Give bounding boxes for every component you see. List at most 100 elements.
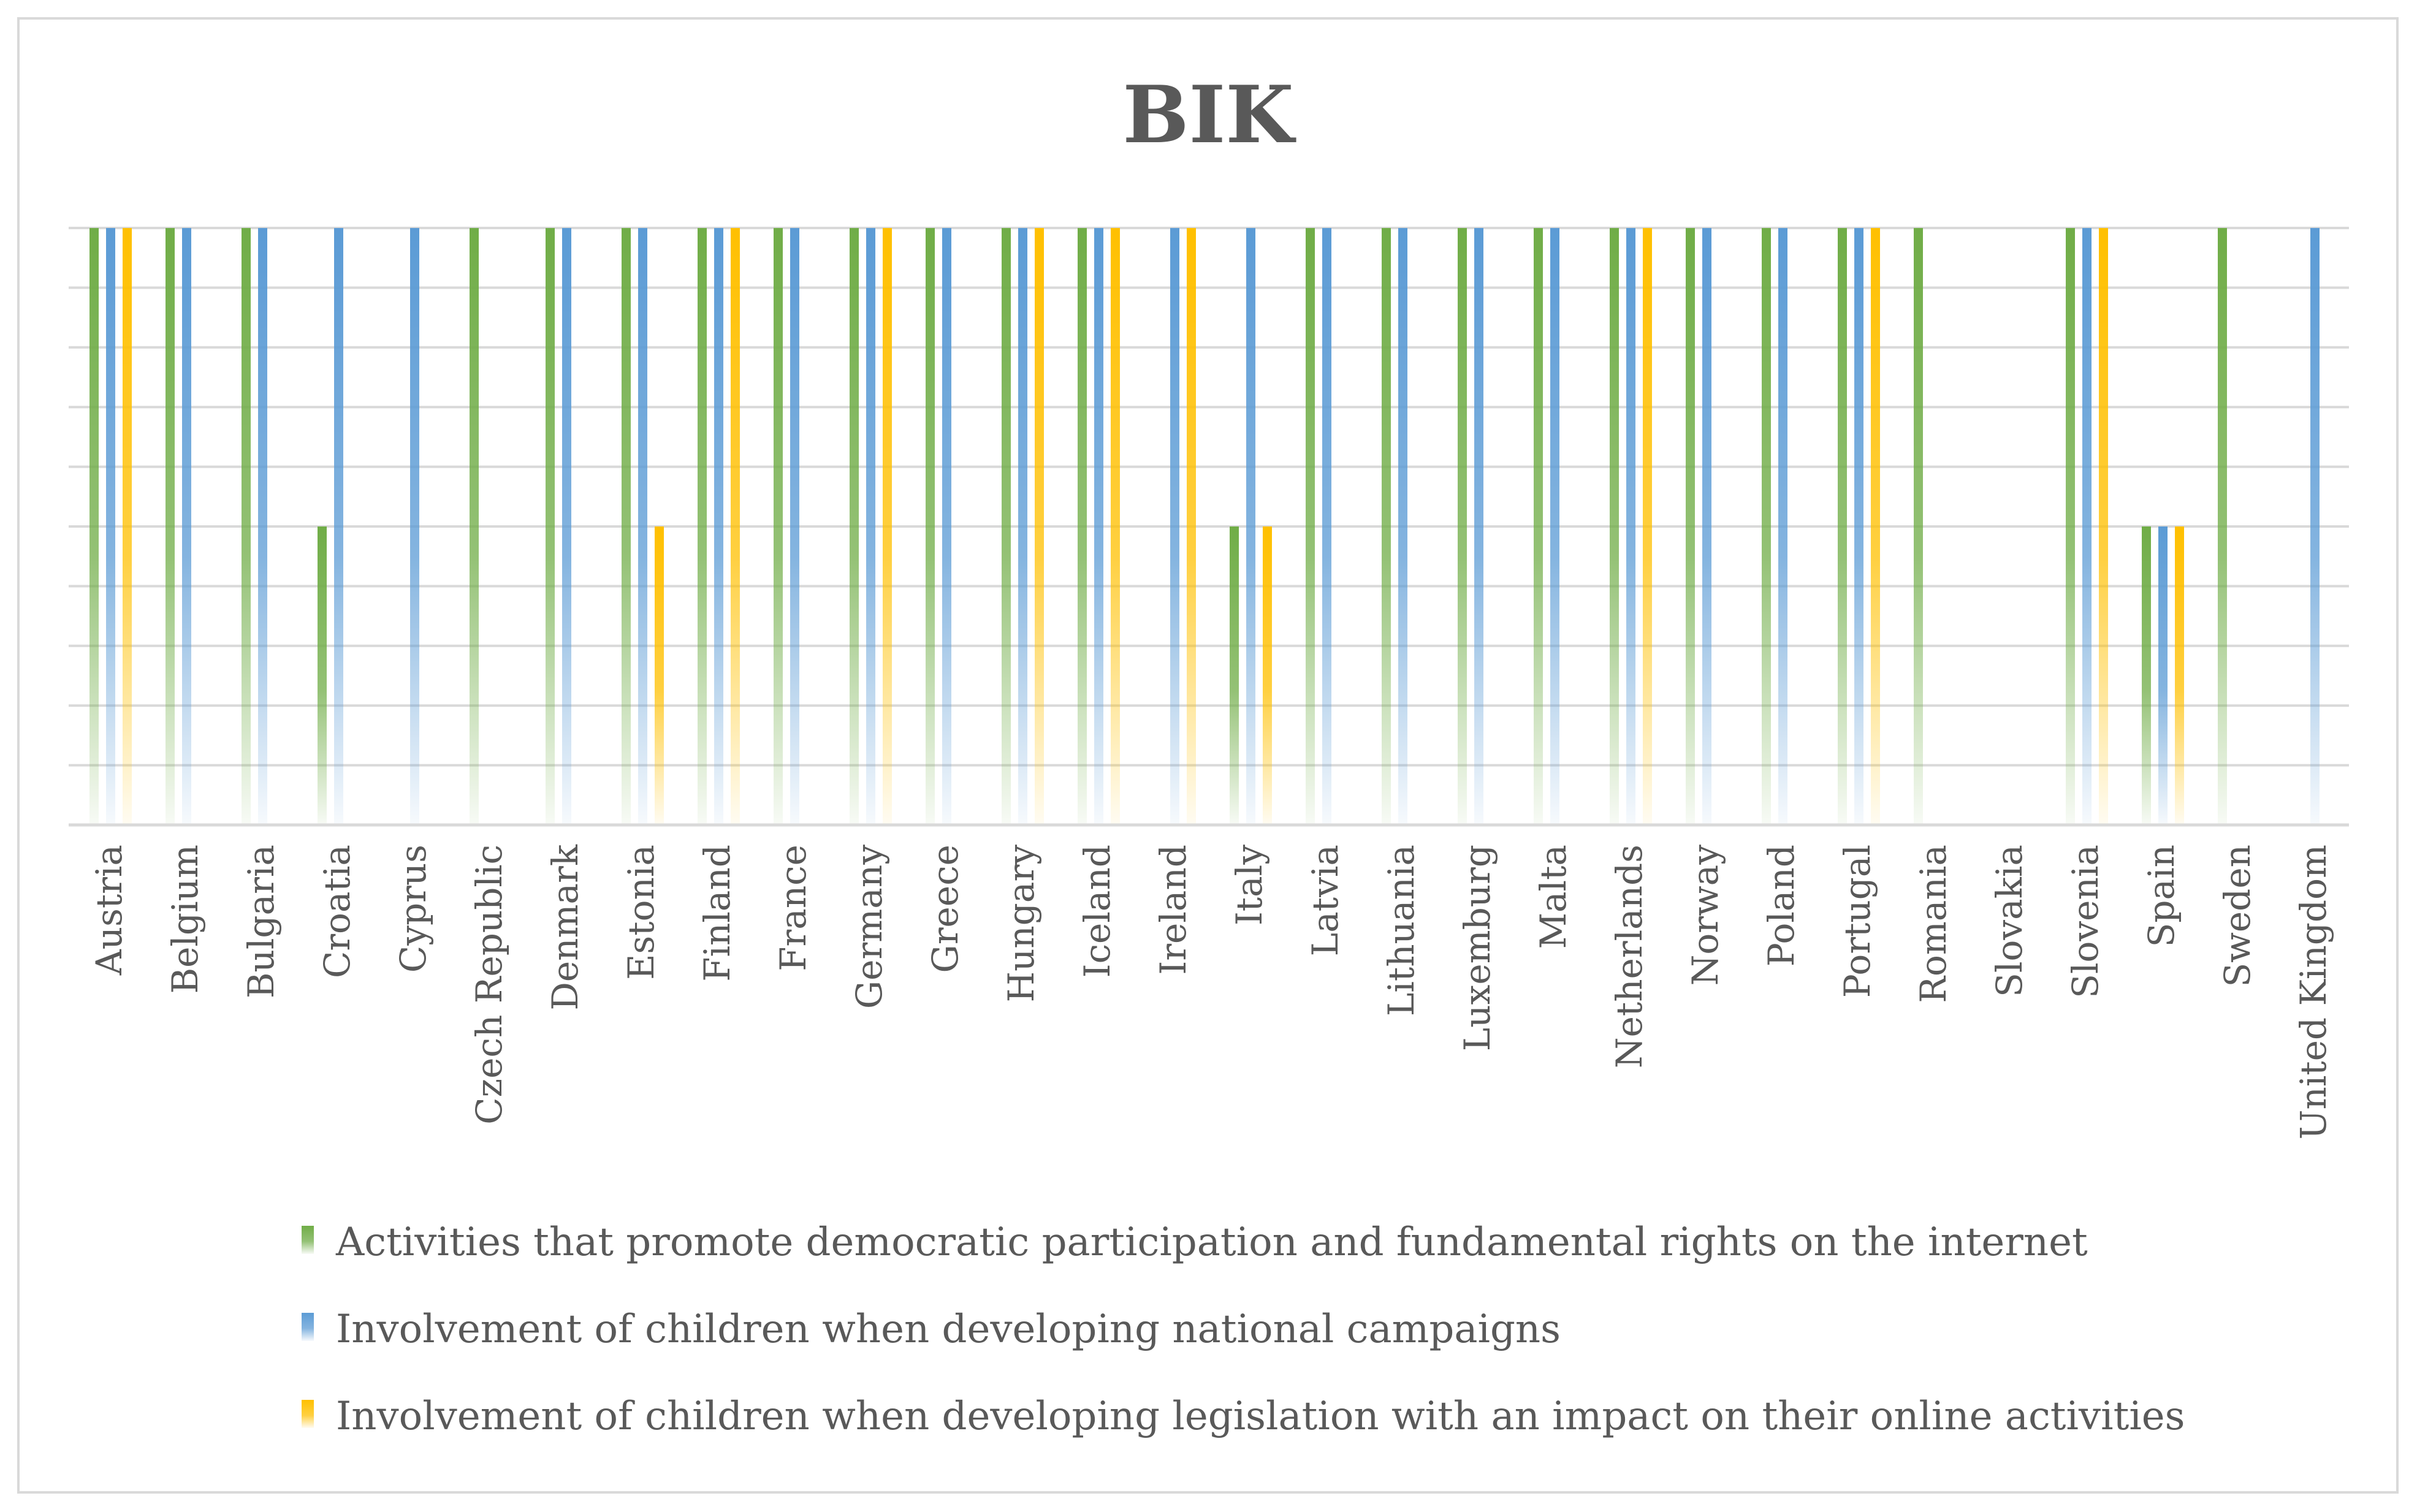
bar: [562, 228, 571, 825]
bar: [1094, 228, 1103, 825]
bar: [1018, 228, 1027, 825]
bar: [1382, 228, 1391, 825]
bar: [1838, 228, 1847, 825]
x-tick-label: Slovakia: [1989, 845, 2030, 997]
bar: [166, 228, 175, 825]
x-tick-label: Croatia: [316, 845, 358, 978]
bar: [1187, 228, 1196, 825]
x-tick-label: Portugal: [1837, 845, 1878, 998]
bar: [334, 228, 343, 825]
x-tick-label: Greece: [924, 845, 966, 973]
bar: [622, 228, 631, 825]
x-tick-label: Hungary: [1000, 845, 1042, 1003]
bar: [1643, 228, 1652, 825]
bar: [1078, 228, 1087, 825]
bar: [1762, 228, 1771, 825]
bar: [883, 228, 892, 825]
x-tick-label: Iceland: [1076, 845, 1118, 978]
x-tick-label: Austria: [88, 845, 130, 976]
legend-swatch: [302, 1313, 314, 1341]
legend-label: Involvement of children when developing …: [336, 1307, 1561, 1352]
bar: [1398, 228, 1407, 825]
bar: [1002, 228, 1011, 825]
bar: [2158, 526, 2168, 825]
x-tick-label: Estonia: [620, 845, 662, 980]
x-tick-label: Luxemburg: [1456, 845, 1498, 1051]
bar: [2142, 526, 2151, 825]
x-tick-label: Lithuania: [1380, 845, 1422, 1016]
x-tick-label: Finland: [696, 845, 738, 982]
bar: [866, 228, 875, 825]
bar: [546, 228, 555, 825]
x-tick-labels: Austria Belgium Bulgaria Croatia Cyprus Czech…: [88, 844, 2334, 1139]
bar: [1686, 228, 1695, 825]
x-tick-label: Cyprus: [392, 845, 434, 973]
x-tick-label: Sweden: [2217, 845, 2258, 987]
bar: [2310, 228, 2320, 825]
bar: [1263, 526, 1272, 825]
bar: [942, 228, 951, 825]
bars: [89, 228, 2320, 825]
x-tick-label: Czech Republic: [468, 845, 510, 1125]
bar: [1534, 228, 1543, 825]
bar: [1871, 228, 1880, 825]
legend-swatch: [302, 1400, 314, 1428]
x-tick-label: Germany: [848, 845, 890, 1009]
x-tick-label: Latvia: [1304, 845, 1346, 956]
bar: [410, 228, 419, 825]
bar: [470, 228, 479, 825]
x-tick-label: Netherlands: [1608, 845, 1650, 1068]
bar: [1246, 228, 1255, 825]
bar: [698, 228, 707, 825]
x-tick-label: Belgium: [164, 845, 206, 994]
bar: [638, 228, 647, 825]
bar: [2175, 526, 2184, 825]
bar: [2066, 228, 2075, 825]
bar: [850, 228, 859, 825]
bar: [123, 228, 132, 825]
bar: [1626, 228, 1635, 825]
bar: [655, 526, 664, 825]
bar: [774, 228, 783, 825]
bar: [258, 228, 267, 825]
x-tick-label: Poland: [1760, 845, 1802, 967]
legend-label: Involvement of children when developing …: [336, 1394, 2185, 1439]
bar: [2099, 228, 2108, 825]
x-tick-label: Ireland: [1152, 845, 1194, 975]
bar: [731, 228, 740, 825]
bar: [242, 228, 251, 825]
bar: [1610, 228, 1619, 825]
bar: [926, 228, 935, 825]
bar: [1778, 228, 1787, 825]
bar: [2082, 228, 2092, 825]
bar: [1550, 228, 1559, 825]
bar: [1035, 228, 1044, 825]
bar: [1914, 228, 1923, 825]
bar: [1170, 228, 1179, 825]
bar: [1702, 228, 1711, 825]
bar: [1458, 228, 1467, 825]
bar: [182, 228, 191, 825]
x-tick-label: Bulgaria: [240, 845, 282, 998]
x-tick-label: Malta: [1532, 845, 1574, 949]
x-tick-label: Romania: [1913, 845, 1954, 1003]
gridlines: [69, 227, 2349, 767]
x-tick-label: France: [772, 845, 814, 971]
bar: [1230, 526, 1239, 825]
bar: [89, 228, 99, 825]
bar: [1474, 228, 1483, 825]
bar: [318, 526, 327, 825]
chart-title: BIK: [1122, 69, 1296, 161]
x-tick-label: United Kingdom: [2293, 845, 2334, 1139]
bar: [1111, 228, 1120, 825]
legend-label: Activities that promote democratic parti…: [335, 1220, 2088, 1265]
bar: [790, 228, 799, 825]
bar: [1306, 228, 1315, 825]
bar: [1322, 228, 1331, 825]
x-tick-label: Slovenia: [2065, 845, 2106, 998]
bar: [106, 228, 115, 825]
legend-swatch: [302, 1226, 314, 1254]
bar: [714, 228, 723, 825]
x-tick-label: Italy: [1228, 845, 1270, 925]
